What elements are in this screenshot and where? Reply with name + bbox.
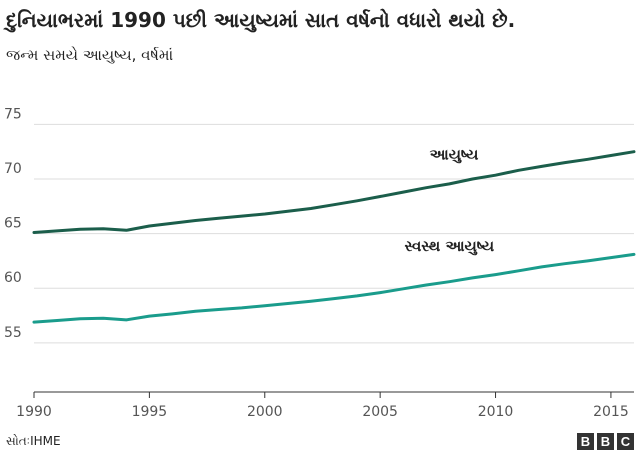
y-tick-label: 60 [4, 270, 22, 286]
series-label-2: સ્વસ્થ આયુષ્ય [405, 237, 495, 255]
logo-letter-c: C [617, 433, 634, 450]
logo-letter-b1: B [577, 433, 594, 450]
chart-subtitle: જન્મ સમયે આયુષ્ય, વર્ષમાં [6, 46, 174, 64]
x-tick-label: 1995 [132, 404, 168, 420]
series-line-2 [32, 252, 636, 324]
x-tick-label: 2005 [362, 404, 398, 420]
x-tick-label: 2000 [247, 404, 283, 420]
y-tick-label: 75 [4, 106, 22, 122]
y-tick-label: 55 [4, 325, 22, 341]
x-tick-label: 1990 [16, 404, 52, 420]
x-tick-label: 2015 [593, 404, 629, 420]
logo-letter-b2: B [597, 433, 614, 450]
series-label-1: આયુષ્ય [430, 145, 479, 163]
chart-title: દુનિયાભરમાં 1990 પછી આયુષ્યમાં સાત વર્ષન… [6, 8, 516, 32]
x-tick-label: 2010 [478, 404, 514, 420]
y-tick-label: 70 [4, 161, 22, 177]
source-note: સોતઃIHME [6, 434, 61, 448]
y-tick-label: 65 [4, 216, 22, 232]
series-line-1 [32, 150, 636, 234]
bbc-logo: B B C [577, 433, 634, 450]
